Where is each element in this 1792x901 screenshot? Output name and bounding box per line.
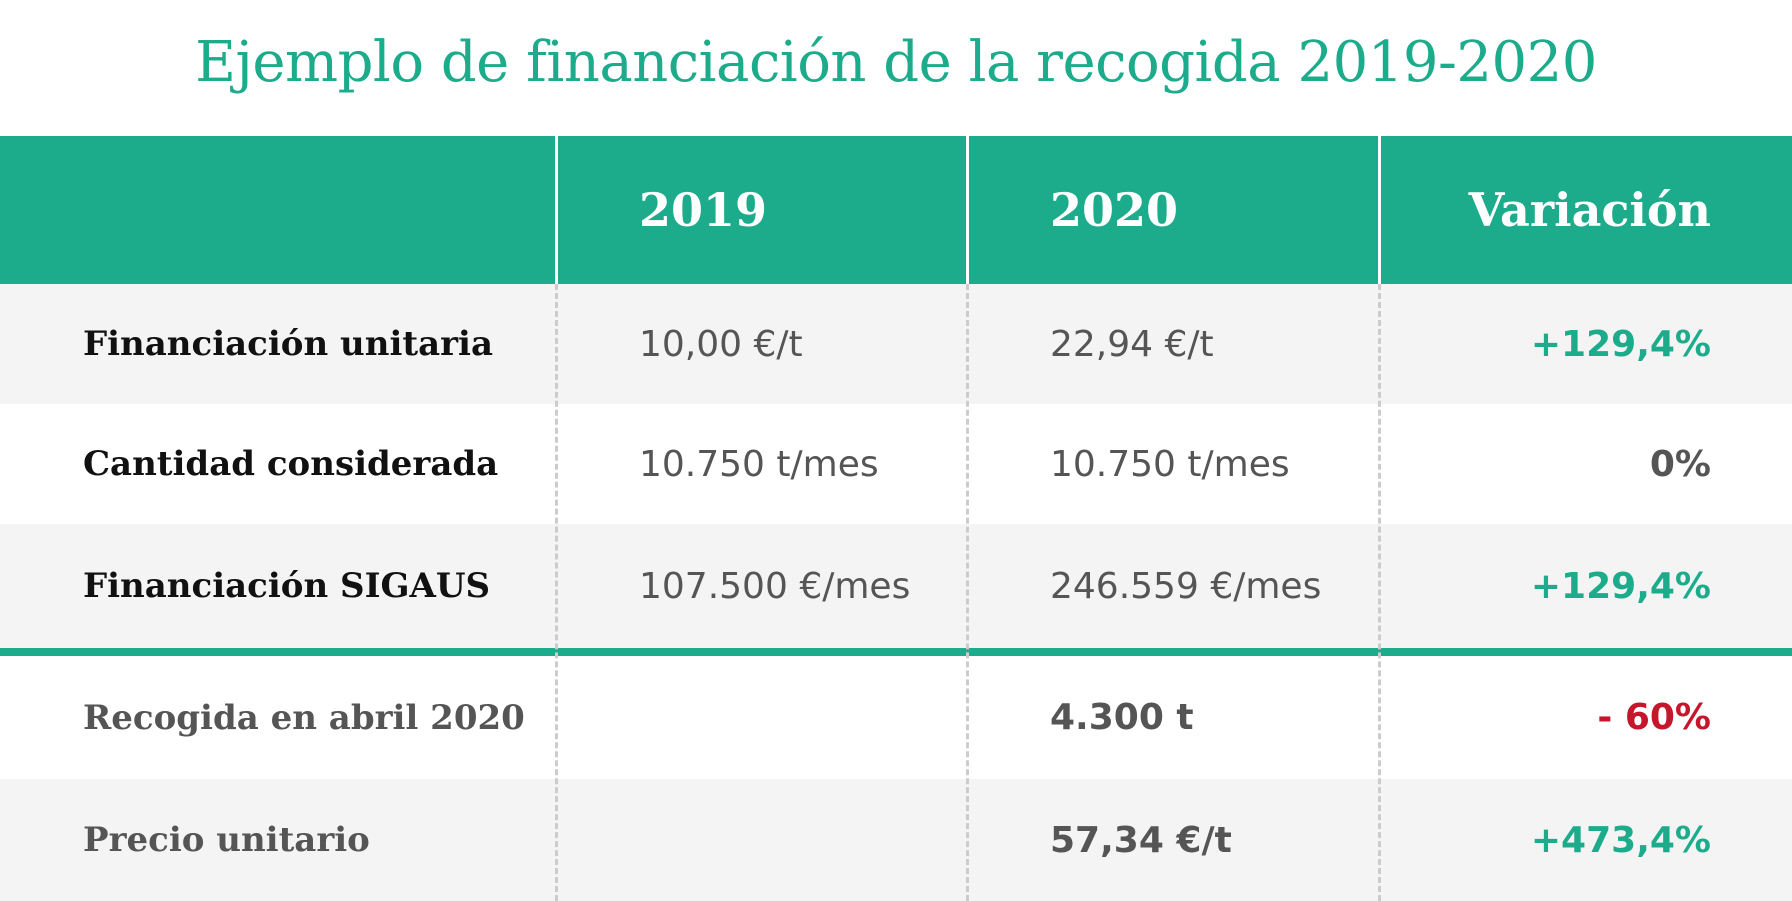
header-cell-2020: 2020 [1050,183,1179,237]
variation-value: +129,4% [1530,565,1711,607]
value-2020: 10.750 t/mes [1050,443,1290,485]
table-row: Financiación unitaria 10,00 €/t 22,94 €/… [0,284,1792,404]
variation-value: - 60% [1597,697,1711,738]
value-2020: 57,34 €/t [1050,819,1232,861]
table-row: Cantidad considerada 10.750 t/mes 10.750… [0,404,1792,524]
variation-value: 0% [1649,443,1711,485]
page-title: Ejemplo de financiación de la recogida 2… [195,30,1597,95]
row-label: Financiación SIGAUS [83,566,491,606]
financing-table: 2019 2020 Variación Financiación unitari… [0,136,1792,901]
header-cell-2019: 2019 [639,183,768,237]
value-2019: 10,00 €/t [639,323,803,365]
value-2019: 107.500 €/mes [639,565,911,607]
value-2020: 22,94 €/t [1050,323,1214,365]
variation-value: +473,4% [1530,819,1711,861]
value-2019: 10.750 t/mes [639,443,879,485]
variation-value: +129,4% [1530,323,1711,365]
table-header-row: 2019 2020 Variación [0,136,1792,284]
table-row: Precio unitario 57,34 €/t +473,4% [0,779,1792,901]
table-row: Financiación SIGAUS 107.500 €/mes 246.55… [0,524,1792,648]
column-divider-dashed [1378,284,1381,901]
column-divider [966,136,969,284]
row-label: Cantidad considerada [83,444,499,484]
section-divider [0,648,1792,656]
header-cell-empty [83,136,553,284]
value-2020: 246.559 €/mes [1050,565,1322,607]
column-divider [555,136,558,284]
row-label: Financiación unitaria [83,324,493,364]
row-label: Precio unitario [83,820,370,860]
value-2020: 4.300 t [1050,697,1194,738]
value-2019 [639,779,959,901]
value-2019 [639,656,959,779]
column-divider [1378,136,1381,284]
header-cell-variation: Variación [1468,183,1711,237]
column-divider-dashed [966,284,969,901]
row-label: Recogida en abril 2020 [83,697,525,738]
column-divider-dashed [555,284,558,901]
table-row: Recogida en abril 2020 4.300 t - 60% [0,656,1792,779]
